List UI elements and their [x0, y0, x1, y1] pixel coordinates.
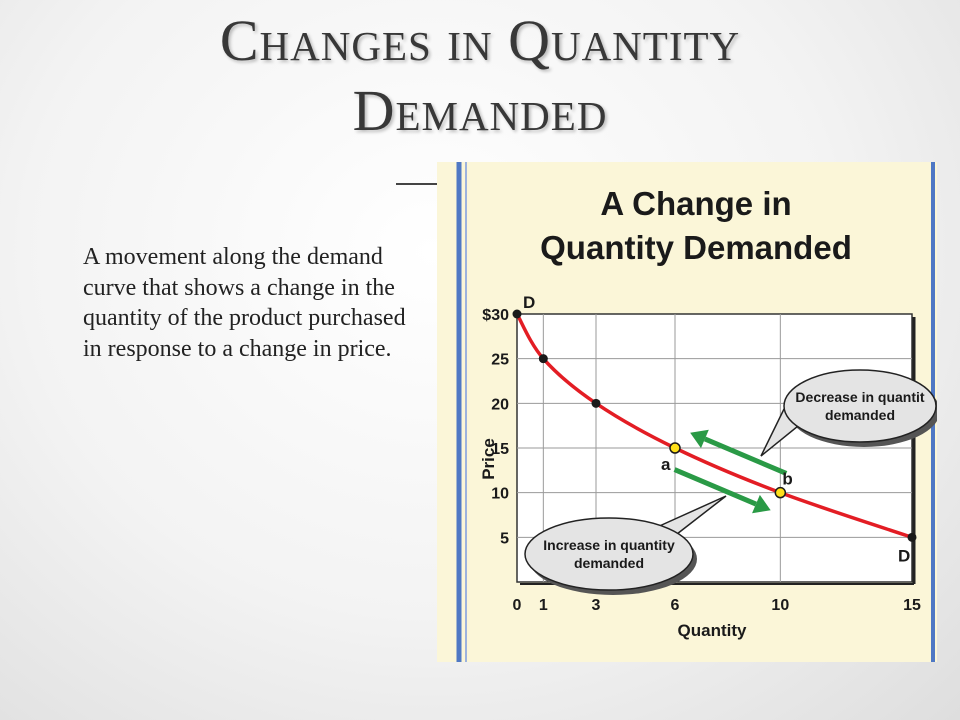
increase-callout-text-1: Increase in quantity: [543, 537, 675, 553]
x-tick-label: 6: [671, 597, 680, 614]
point-label-b: b: [782, 470, 792, 489]
chart-figure: A Change in Quantity Demanded 0 1 3 6 10 15 5 1…: [437, 162, 937, 662]
data-point: [538, 354, 548, 364]
x-tick-label: 1: [539, 597, 548, 614]
data-point: [591, 398, 601, 408]
x-axis-label: Quantity: [678, 621, 747, 640]
data-point: [512, 309, 522, 319]
curve-label-end: D: [898, 546, 910, 565]
y-tick-label: 15: [491, 441, 509, 458]
y-tick-label: 25: [491, 352, 509, 369]
decrease-callout-text-1: Decrease in quantit: [795, 389, 924, 405]
axes: 0 1 3 6 10 15 5 10 15 20 25 $30: [482, 307, 921, 614]
decrease-arrow-shaft: [703, 436, 788, 476]
data-point: [907, 532, 917, 542]
arrows-layer: [673, 429, 788, 514]
decrease-callout-bubble: [783, 369, 937, 443]
chart-title-line-2: Quantity Demanded: [540, 229, 852, 266]
increase-arrow-head: [752, 494, 771, 514]
highlight-point: [669, 442, 681, 454]
chart-title-line-1: A Change in: [600, 185, 791, 222]
y-tick-label: 10: [491, 486, 509, 503]
x-tick-label: 10: [771, 597, 789, 614]
decrease-callout-text-2: demanded: [825, 407, 895, 423]
title-line-2: Demanded: [352, 78, 608, 143]
y-tick-label: 20: [491, 396, 509, 413]
increase-arrow-shaft: [673, 467, 757, 507]
point-label-a: a: [661, 455, 671, 474]
slide-title: Changes in Quantity Demanded: [0, 0, 960, 160]
x-tick-label: 3: [592, 597, 601, 614]
increase-callout-text-2: demanded: [574, 555, 644, 571]
y-axis-label: Price: [479, 438, 498, 480]
callouts-layer: Decrease in quantit demanded Increase in q…: [524, 369, 937, 595]
decrease-arrow-head: [690, 429, 709, 449]
accent-rule: [396, 183, 438, 185]
curve-label-start: D: [523, 293, 535, 312]
x-tick-label: 15: [903, 597, 921, 614]
y-tick-label: $30: [482, 307, 509, 324]
labels-layer: D Da b: [523, 293, 910, 565]
y-tick-label: 5: [500, 530, 509, 547]
title-line-1: Changes in Quantity: [219, 8, 741, 73]
points-layer: [512, 309, 917, 542]
x-tick-label: 0: [513, 597, 522, 614]
increase-callout-bubble: [524, 517, 694, 591]
chart-svg: A Change in Quantity Demanded 0 1 3 6 10 15 5 1…: [437, 162, 937, 662]
body-text: A movement along the demand curve that s…: [83, 244, 406, 362]
highlight-point: [774, 486, 787, 499]
